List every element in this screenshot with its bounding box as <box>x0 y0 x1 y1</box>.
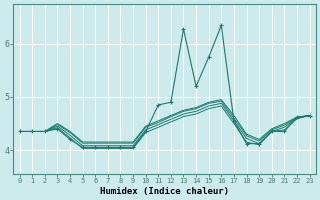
X-axis label: Humidex (Indice chaleur): Humidex (Indice chaleur) <box>100 187 229 196</box>
